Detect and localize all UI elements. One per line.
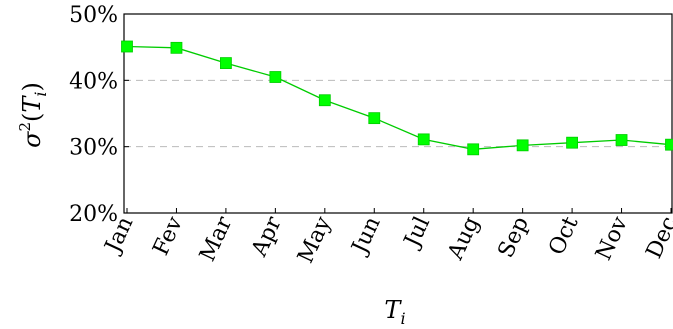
data-point-marker: [516, 139, 529, 152]
x-tick-label: May: [293, 212, 336, 267]
data-point-marker: [269, 71, 282, 83]
data-point-marker: [368, 112, 381, 125]
data-point-marker: [417, 133, 430, 146]
gridlines: [124, 79, 672, 148]
x-tick-label: Dec: [642, 213, 673, 263]
x-tick-label: Fev: [149, 212, 189, 259]
y-axis-label: σ2(Ti): [16, 82, 50, 148]
x-tick-label: Mar: [195, 213, 237, 266]
data-point-marker: [220, 57, 232, 69]
x-axis-ticks: Jan Fev Mar Apr May Jun Jul Aug Sep Oct Nov Dec: [100, 208, 673, 267]
x-tick-label: Nov: [591, 212, 633, 264]
x-tick-label: Apr: [247, 213, 287, 262]
data-point-marker: [566, 136, 578, 149]
x-tick-label: Oct: [544, 213, 583, 259]
data-point-marker: [121, 40, 133, 53]
x-tick-label: Aug: [443, 213, 485, 264]
y-tick-label: 20%: [69, 202, 118, 227]
x-tick-label: Jul: [399, 213, 435, 253]
data-point-marker: [615, 134, 628, 146]
data-point-marker: [170, 41, 183, 54]
plot-area-frame: [123, 13, 673, 214]
data-point-marker: [665, 138, 673, 151]
x-tick-label: Jun: [346, 213, 385, 259]
y-tick-label: 40%: [69, 69, 118, 94]
x-axis-label: Ti: [384, 296, 405, 328]
series-line-group: [126, 45, 672, 150]
x-tick-label: Sep: [494, 213, 534, 262]
markers: [121, 40, 673, 156]
y-tick-label: 50%: [69, 3, 118, 28]
data-point-marker: [318, 94, 331, 107]
data-point-marker: [467, 143, 480, 156]
y-tick-label: 30%: [69, 136, 118, 161]
series-line: [126, 45, 672, 150]
y-axis-ticks: 20% 30% 40% 50%: [69, 3, 129, 227]
